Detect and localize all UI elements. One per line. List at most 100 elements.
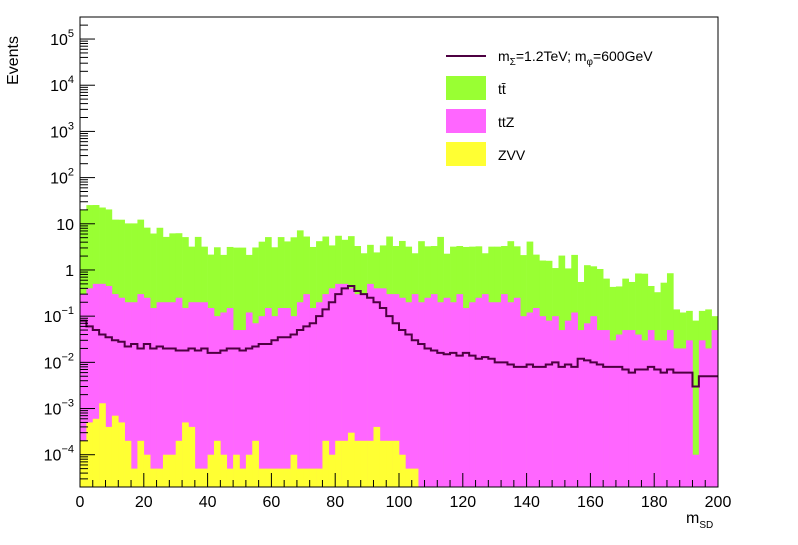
bar-ttZ-60 (462, 308, 470, 487)
bar-ttZ-20 (207, 308, 215, 487)
bar-ttZ-57 (443, 297, 451, 487)
legend: mΣ=1.2TeV; mφ=600GeV tt̄ ttZ ZVV (446, 48, 653, 166)
bar-ZVV-10 (143, 454, 151, 487)
x-tick-label: 60 (263, 494, 281, 511)
bar-ZVV-22 (220, 454, 228, 487)
y-tick-base: 1 (65, 263, 74, 280)
bar-ttZ-43 (354, 294, 362, 487)
legend-ttz-label: ttZ (498, 114, 515, 130)
bar-ZVV-5 (111, 415, 119, 487)
y-tick-base: 10 (50, 32, 68, 49)
bar-ttZ-47 (379, 288, 387, 487)
bar-ZVV-42 (347, 432, 355, 487)
bar-ttZ-13 (162, 302, 170, 487)
bar-ttZ-89 (647, 330, 655, 487)
bar-ttZ-18 (194, 302, 202, 487)
bar-ttZ-29 (265, 308, 272, 487)
bar-ttZ-11 (150, 308, 157, 487)
y-tick-exponent: −3 (61, 398, 74, 410)
bar-ttZ-34 (296, 302, 304, 487)
bar-ttbar-96 (692, 320, 700, 487)
bar-ttZ-67 (507, 302, 515, 487)
signal-curve (80, 284, 718, 388)
y-tick-label: 105 (50, 28, 74, 49)
x-axis-label-main: m (686, 510, 699, 527)
y-tick-base: 10 (44, 355, 62, 372)
y-tick-exponent: 2 (68, 167, 74, 179)
y-tick-base: 10 (50, 171, 68, 188)
x-tick-label: 200 (705, 494, 732, 511)
legend-ttbar-label: tt̄ (498, 81, 506, 97)
bar-ttZ-1 (86, 288, 94, 487)
bar-ttZ-17 (188, 302, 196, 487)
bar-ttZ-75 (558, 330, 566, 487)
bar-ttZ-46 (373, 288, 381, 487)
bar-ZVV-27 (252, 440, 259, 487)
bar-ZVV-26 (245, 454, 253, 487)
bar-ttZ-24 (233, 330, 240, 487)
bar-ttZ-8 (131, 302, 138, 487)
bar-ZVV-46 (373, 426, 381, 487)
bar-ttZ-77 (571, 312, 578, 487)
bar-ZVV-52 (411, 468, 419, 487)
x-tick-label: 160 (577, 494, 604, 511)
x-tick-label: 140 (513, 494, 540, 511)
bar-ZVV-34 (296, 468, 304, 487)
bar-ttZ-49 (392, 294, 400, 487)
bar-ttZ-80 (590, 316, 598, 487)
bar-ZVV-32 (284, 468, 291, 487)
bar-ttZ-6 (118, 297, 125, 487)
bar-ZVV-18 (194, 468, 202, 487)
bar-ttZ-44 (360, 294, 368, 487)
bar-ttZ-16 (182, 307, 189, 487)
bar-ttZ-32 (284, 308, 291, 487)
bar-ZVV-21 (213, 440, 221, 487)
bar-ttZ-31 (277, 308, 285, 487)
x-tick-label: 0 (76, 494, 85, 511)
bar-ttZ-66 (501, 294, 508, 487)
legend-signal-mid: =1.2TeV; m (516, 48, 587, 64)
y-tick-exponent: 3 (68, 120, 74, 132)
bar-ttZ-23 (226, 308, 234, 487)
bar-ttZ-22 (220, 312, 228, 487)
y-tick-base: 10 (56, 217, 74, 234)
bar-ZVV-19 (201, 468, 208, 487)
legend-signal-m: m (498, 48, 510, 64)
bar-ttZ-21 (213, 316, 221, 487)
x-tick-label: 180 (641, 494, 668, 511)
bar-ttZ-90 (654, 340, 661, 487)
bar-ZVV-43 (354, 440, 362, 487)
bar-ttZ-59 (456, 294, 464, 487)
bar-ZVV-49 (392, 440, 400, 487)
bar-ZVV-47 (379, 440, 387, 487)
bar-ttZ-82 (603, 330, 610, 487)
legend-signal-end: =600GeV (593, 48, 653, 64)
bar-ttZ-5 (111, 294, 119, 487)
bar-ttZ-79 (584, 323, 591, 487)
bar-ttZ-73 (545, 320, 553, 487)
bar-ZVV-23 (226, 468, 234, 487)
bar-ZVV-28 (258, 468, 266, 487)
bar-ZVV-3 (99, 403, 106, 487)
bar-ZVV-35 (303, 468, 310, 487)
bar-ZVV-7 (124, 440, 132, 487)
bar-ttZ-27 (252, 323, 259, 487)
y-tick-base: 10 (44, 309, 62, 326)
bar-ZVV-6 (118, 422, 125, 487)
bar-ZVV-14 (169, 454, 176, 487)
bar-ttZ-0 (80, 294, 87, 487)
bar-ttZ-65 (494, 302, 502, 487)
bar-ttZ-12 (156, 302, 164, 487)
bar-ttZ-63 (481, 294, 489, 487)
bar-ttZ-38 (322, 294, 330, 487)
bar-ZVV-15 (175, 440, 183, 487)
bar-ZVV-33 (290, 454, 298, 487)
bar-ZVV-20 (207, 454, 215, 487)
y-tick-label: 1 (65, 263, 74, 280)
bar-ZVV-44 (360, 440, 368, 487)
bar-ZVV-45 (367, 440, 374, 487)
bar-ZVV-50 (399, 454, 406, 487)
bar-ttZ-78 (577, 330, 585, 487)
bar-ttZ-40 (335, 283, 342, 487)
